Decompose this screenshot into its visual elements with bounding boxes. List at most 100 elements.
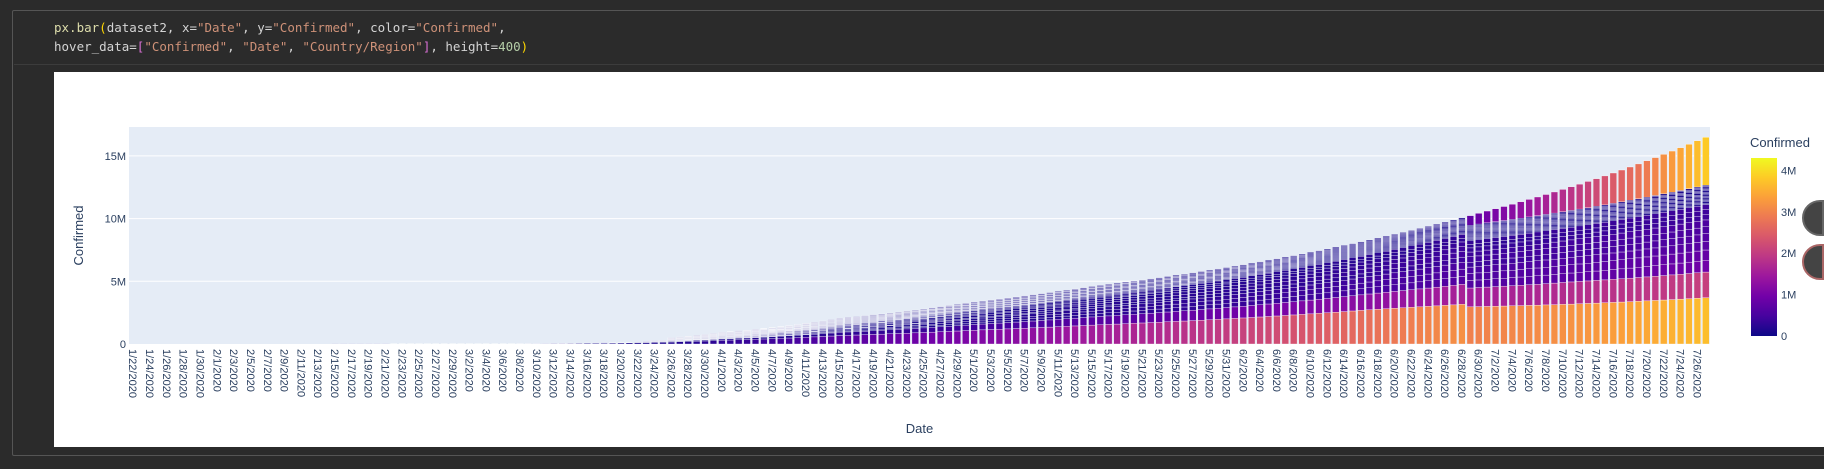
bar-segment[interactable] [1525, 232, 1533, 238]
bar-segment[interactable] [1626, 207, 1634, 210]
bar-segment[interactable] [1559, 265, 1567, 274]
bar-segment[interactable] [1449, 223, 1458, 225]
bar-segment[interactable] [1307, 252, 1315, 254]
bar-segment[interactable] [1046, 292, 1054, 294]
bar-segment[interactable] [852, 334, 860, 345]
bar-segment[interactable] [768, 338, 776, 345]
bar-segment[interactable] [1029, 312, 1037, 315]
bar-segment[interactable] [1063, 306, 1071, 310]
bar-segment[interactable] [979, 312, 987, 314]
bar-segment[interactable] [1147, 291, 1155, 294]
bar-segment[interactable] [1618, 211, 1626, 214]
bar-segment[interactable] [1458, 238, 1466, 243]
bar-segment[interactable] [1576, 225, 1584, 231]
bar-segment[interactable] [1542, 304, 1550, 345]
bar-segment[interactable] [1634, 230, 1643, 238]
bar-segment[interactable] [1222, 267, 1230, 269]
bar-segment[interactable] [995, 322, 1003, 330]
bar-segment[interactable] [1643, 256, 1651, 267]
bar-segment[interactable] [1567, 239, 1575, 246]
bar-segment[interactable] [1693, 196, 1701, 199]
bar-segment[interactable] [1281, 270, 1289, 274]
bar-segment[interactable] [1315, 269, 1323, 273]
bar-segment[interactable] [1576, 218, 1584, 221]
bar-segment[interactable] [1071, 299, 1079, 302]
bar-segment[interactable] [1037, 304, 1045, 307]
bar-segment[interactable] [1693, 200, 1701, 203]
bar-segment[interactable] [1365, 239, 1373, 242]
bar-segment[interactable] [1592, 220, 1601, 223]
bar-segment[interactable] [1206, 281, 1214, 285]
bar-stack[interactable] [1458, 217, 1466, 345]
bar-segment[interactable] [1273, 289, 1281, 294]
bar-segment[interactable] [1592, 178, 1601, 207]
bar-segment[interactable] [1340, 290, 1348, 297]
bar-segment[interactable] [1155, 302, 1163, 306]
bar-segment[interactable] [1483, 249, 1491, 256]
bar-segment[interactable] [1576, 223, 1584, 225]
bar-segment[interactable] [1046, 326, 1054, 345]
bar-segment[interactable] [1281, 288, 1289, 293]
bar-segment[interactable] [1138, 279, 1146, 282]
bar-segment[interactable] [1466, 215, 1474, 226]
bar-stack[interactable] [1609, 172, 1617, 345]
bar-segment[interactable] [1685, 199, 1693, 202]
bar-segment[interactable] [1601, 175, 1609, 206]
bar-segment[interactable] [1685, 192, 1693, 195]
bar-segment[interactable] [1677, 195, 1685, 198]
bar-segment[interactable] [1466, 247, 1474, 253]
bar-segment[interactable] [1433, 243, 1441, 248]
bar-segment[interactable] [1273, 274, 1281, 277]
bar-segment[interactable] [1651, 209, 1659, 212]
bar-segment[interactable] [928, 307, 936, 309]
bar-segment[interactable] [1004, 318, 1012, 321]
bar-segment[interactable] [718, 340, 726, 345]
bar-segment[interactable] [1307, 294, 1315, 301]
bar-segment[interactable] [1349, 243, 1357, 245]
bar-segment[interactable] [1138, 310, 1146, 314]
bar-segment[interactable] [1096, 295, 1104, 299]
bar-segment[interactable] [1138, 303, 1146, 308]
bar-stack[interactable] [1079, 287, 1088, 345]
bar-segment[interactable] [1197, 301, 1205, 306]
bar-segment[interactable] [1475, 239, 1483, 244]
bar-segment[interactable] [1021, 307, 1029, 310]
bar-segment[interactable] [1626, 201, 1634, 204]
bar-segment[interactable] [1172, 311, 1180, 322]
bar-segment[interactable] [1626, 267, 1634, 279]
bar-segment[interactable] [1079, 307, 1088, 310]
bar-stack[interactable] [1138, 279, 1146, 345]
bar-segment[interactable] [1458, 246, 1466, 252]
bar-segment[interactable] [861, 330, 869, 335]
bar-segment[interactable] [869, 325, 877, 327]
bar-segment[interactable] [1542, 223, 1550, 226]
bar-segment[interactable] [1197, 289, 1205, 293]
bar-segment[interactable] [1164, 289, 1172, 292]
bar-segment[interactable] [1071, 315, 1079, 319]
bar-stack[interactable] [1214, 268, 1222, 345]
bar-segment[interactable] [1012, 310, 1020, 313]
bar-segment[interactable] [1677, 298, 1685, 345]
bar-segment[interactable] [1668, 206, 1676, 209]
bar-segment[interactable] [1391, 291, 1399, 309]
bar-segment[interactable] [1517, 276, 1525, 286]
bar-segment[interactable] [1307, 270, 1315, 275]
bar-segment[interactable] [1332, 273, 1340, 279]
bar-stack[interactable] [550, 343, 558, 345]
bar-segment[interactable] [1677, 202, 1685, 205]
bar-segment[interactable] [1113, 323, 1121, 345]
bar-segment[interactable] [1399, 232, 1407, 234]
bar-segment[interactable] [1374, 286, 1382, 294]
bar-segment[interactable] [1609, 203, 1617, 205]
bar-segment[interactable] [1172, 295, 1180, 299]
bar-stack[interactable] [768, 327, 776, 345]
bar-segment[interactable] [1685, 229, 1693, 237]
bar-segment[interactable] [1046, 317, 1054, 321]
bar-segment[interactable] [1601, 220, 1609, 223]
bar-segment[interactable] [953, 317, 961, 320]
bar-segment[interactable] [1668, 194, 1676, 197]
bar-segment[interactable] [1382, 279, 1390, 286]
bar-segment[interactable] [1021, 314, 1029, 318]
bar-segment[interactable] [1693, 298, 1701, 345]
bar-segment[interactable] [1433, 261, 1441, 267]
